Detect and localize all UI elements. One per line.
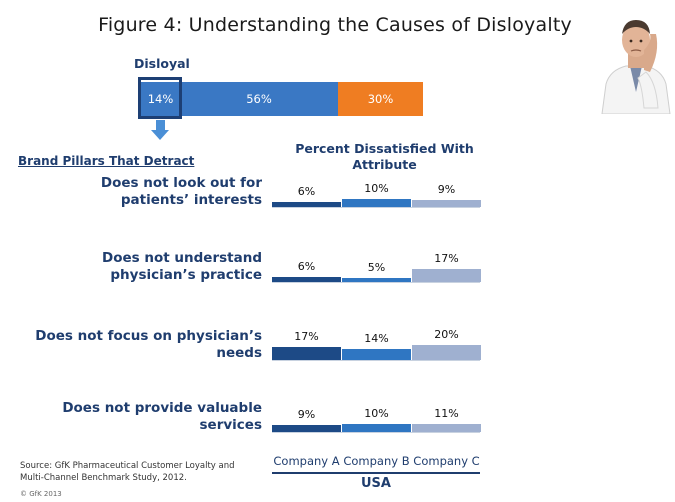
chart-title: Figure 4: Understanding the Causes of Di…: [98, 14, 572, 36]
stacked-segment-2: 56%: [180, 82, 338, 116]
attribute-label-line: Does not focus on physician’s: [35, 328, 262, 344]
bar-value-label: 11%: [434, 407, 459, 420]
row-baseline: [272, 360, 480, 361]
doctor-photo: [601, 20, 671, 114]
stacked-segment-1: 14%: [141, 82, 180, 116]
bar-value-label: 10%: [364, 182, 389, 195]
stacked-segment-3: 30%: [338, 82, 423, 116]
bar-value-label: 6%: [297, 260, 316, 273]
bar-company-a: [272, 277, 341, 282]
bar-value-label: 9%: [297, 408, 316, 421]
row-baseline: [272, 207, 480, 208]
attribute-label-line: needs: [216, 345, 262, 361]
attribute-label-line: Does not provide valuable: [62, 400, 262, 416]
bar-value-label: 6%: [297, 185, 316, 198]
attribute-label: Does not provide valuable services: [62, 400, 262, 434]
percent-dissatisfied-heading: Percent Dissatisfied With Attribute: [295, 141, 474, 172]
stacked-segment-label: 30%: [367, 92, 394, 106]
bar-company-a: [272, 425, 341, 432]
bar-company-b: [342, 199, 411, 207]
bar-value-label: 5%: [367, 261, 386, 274]
attribute-label: Does not understand physician’s practice: [102, 250, 262, 284]
bar-value-label: 20%: [434, 328, 459, 341]
bar-value-label: 14%: [364, 332, 389, 345]
bar-value-label: 10%: [364, 407, 389, 420]
bar-company-a: [272, 347, 341, 360]
company-label: Company C: [413, 454, 480, 468]
attribute-label: Does not look out for patients’ interests: [101, 175, 262, 209]
stacked-segment-label: 56%: [246, 92, 272, 106]
row-baseline: [272, 282, 480, 283]
bar-company-c: [412, 200, 481, 207]
bar-company-c: [412, 345, 481, 360]
bar-company-b: [342, 424, 411, 432]
brand-pillars-heading: Brand Pillars That Detract: [18, 154, 195, 168]
stacked-segment-label: 14%: [147, 92, 174, 106]
disloyal-label: Disloyal: [134, 56, 190, 71]
bar-value-label: 9%: [437, 183, 456, 196]
bar-company-b: [342, 349, 411, 360]
attribute-label-line: patients’ interests: [120, 192, 262, 208]
company-label: Company A: [273, 454, 340, 468]
source-note: Source: GfK Pharmaceutical Customer Loya…: [20, 461, 235, 483]
attribute-label-line: services: [199, 417, 262, 433]
bar-company-a: [272, 202, 341, 207]
bar-company-c: [412, 424, 481, 432]
copyright-note: © GfK 2013: [20, 490, 62, 498]
attribute-label-line: Does not look out for: [100, 175, 262, 191]
attribute-label-line: Does not understand: [102, 250, 262, 266]
company-label: Company B: [343, 454, 410, 468]
bar-value-label: 17%: [294, 330, 319, 343]
down-arrow-icon: [156, 120, 165, 130]
x-axis-line: [272, 472, 480, 474]
down-arrow-head-icon: [151, 130, 169, 140]
bar-company-c: [412, 269, 481, 282]
x-axis-title: USA: [361, 476, 391, 491]
bar-value-label: 17%: [434, 252, 459, 265]
attribute-label-line: physician’s practice: [110, 267, 262, 283]
attribute-label: Does not focus on physician’s needs: [35, 328, 262, 362]
disloyal-highlight-box: [138, 77, 182, 119]
bar-company-b: [342, 278, 411, 282]
row-baseline: [272, 432, 480, 433]
